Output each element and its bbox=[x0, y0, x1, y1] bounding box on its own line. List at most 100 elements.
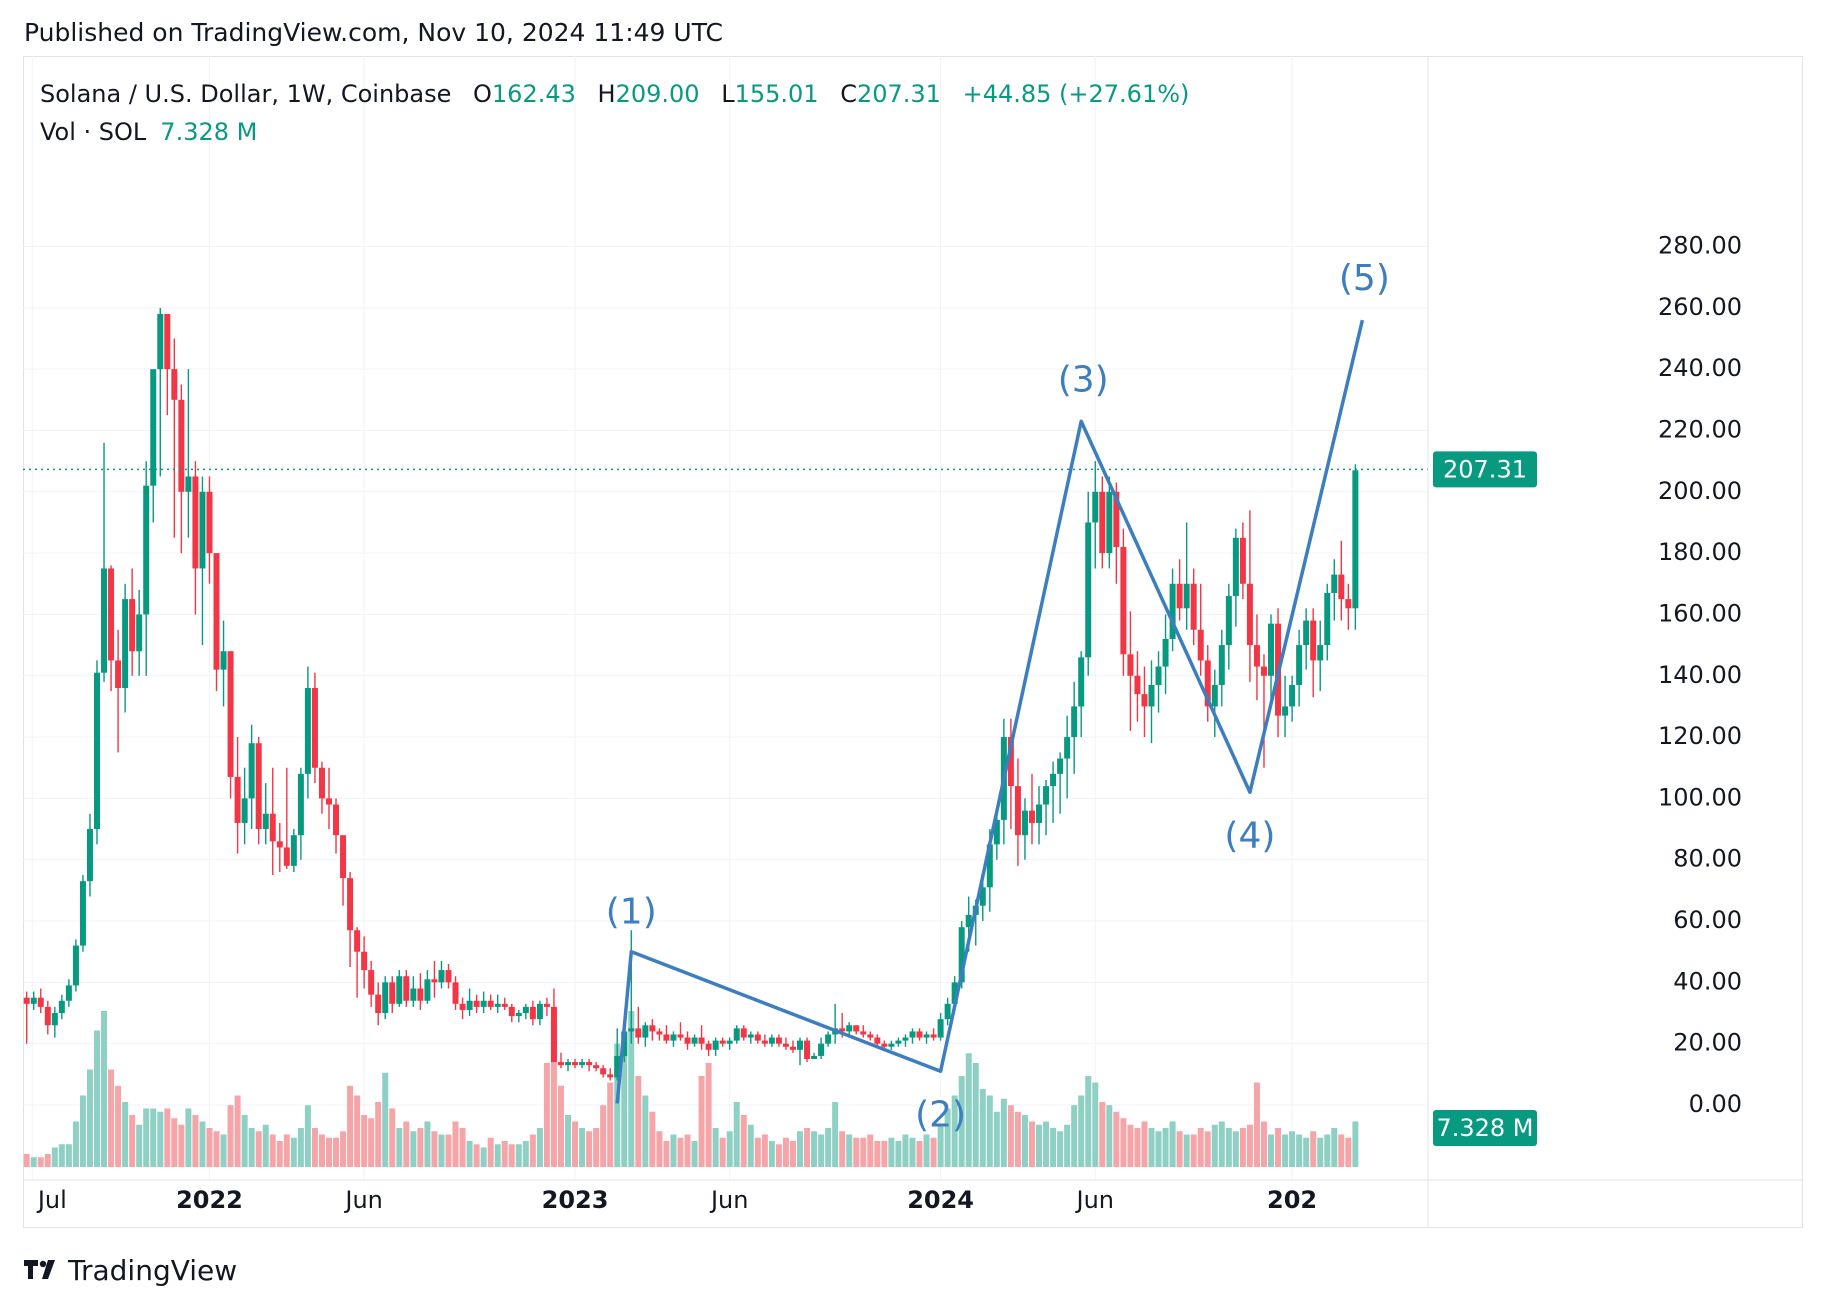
candle-body bbox=[143, 485, 150, 615]
candle-body bbox=[115, 660, 122, 689]
volume-bar bbox=[1331, 1128, 1338, 1167]
candle bbox=[663, 1025, 670, 1044]
volume-bar bbox=[199, 1121, 206, 1167]
candle-body bbox=[108, 568, 115, 661]
volume-bar bbox=[1148, 1128, 1155, 1167]
candle bbox=[909, 1028, 916, 1044]
candle-body bbox=[1296, 645, 1303, 685]
volume-bar bbox=[677, 1137, 684, 1167]
candle-body bbox=[916, 1031, 923, 1038]
candle-body bbox=[480, 1000, 487, 1007]
volume-bar bbox=[593, 1128, 600, 1167]
volume-bar bbox=[1204, 1131, 1211, 1167]
candle bbox=[804, 1037, 811, 1063]
candle bbox=[431, 960, 438, 998]
volume-bar bbox=[951, 1095, 958, 1167]
candle bbox=[1296, 629, 1303, 707]
volume-label[interactable]: Vol · SOL bbox=[40, 118, 147, 146]
candle bbox=[1036, 786, 1043, 845]
volume-bar bbox=[944, 1108, 951, 1167]
time-axis[interactable]: Jul 2022 Jun 2023 Jun 2024 Jun 202 bbox=[23, 1179, 1803, 1214]
candle bbox=[30, 991, 37, 1010]
candle-body bbox=[185, 476, 192, 492]
volume-bar bbox=[473, 1144, 480, 1167]
candle-body bbox=[199, 491, 206, 569]
volume-bar bbox=[86, 1069, 93, 1167]
candle bbox=[719, 1037, 726, 1047]
price-tick-label: 200.00 bbox=[1658, 477, 1742, 505]
candle bbox=[403, 970, 410, 1007]
candle-body bbox=[241, 798, 248, 823]
volume-bar bbox=[740, 1115, 747, 1167]
candle bbox=[656, 1028, 663, 1041]
volume-bar bbox=[839, 1131, 846, 1167]
volume-bar bbox=[888, 1137, 895, 1167]
candle bbox=[333, 798, 340, 854]
volume-bar bbox=[438, 1134, 445, 1167]
candle bbox=[241, 767, 248, 845]
price-axis[interactable]: 280.00 260.00 240.00 220.00 200.00 180.00 160.… bbox=[1427, 56, 1742, 1228]
time-tick-label: 2023 bbox=[542, 1186, 609, 1214]
candle bbox=[712, 1037, 719, 1056]
price-tick-label: 0.00 bbox=[1689, 1090, 1742, 1118]
candle bbox=[768, 1034, 775, 1047]
candle-body bbox=[382, 982, 389, 1014]
candle-body bbox=[248, 743, 255, 799]
volume-bar bbox=[958, 1076, 965, 1167]
candle-body bbox=[508, 1006, 515, 1017]
candle bbox=[297, 767, 304, 860]
candle-body bbox=[1148, 684, 1155, 707]
candle bbox=[818, 1037, 825, 1060]
candle-body bbox=[642, 1025, 649, 1038]
volume-bar bbox=[382, 1072, 389, 1167]
candle-body bbox=[1268, 623, 1275, 676]
symbol-title[interactable]: Solana / U.S. Dollar, 1W, Coinbase bbox=[40, 80, 452, 108]
volume-bar bbox=[846, 1134, 853, 1167]
candle-body bbox=[396, 976, 403, 1004]
candle bbox=[1176, 559, 1183, 621]
volume-bar bbox=[1092, 1082, 1099, 1167]
candle bbox=[157, 307, 164, 477]
candle bbox=[902, 1034, 909, 1047]
candle-body bbox=[593, 1065, 600, 1069]
candle bbox=[1310, 608, 1317, 698]
candle bbox=[473, 994, 480, 1014]
price-tick-label: 80.00 bbox=[1673, 845, 1742, 873]
candle bbox=[1282, 675, 1289, 738]
candle bbox=[1197, 583, 1204, 676]
volume-bar bbox=[628, 1011, 635, 1167]
candle-body bbox=[150, 369, 157, 486]
candle bbox=[937, 1013, 944, 1041]
volume-bar bbox=[178, 1124, 185, 1167]
volume-bar bbox=[649, 1111, 656, 1167]
candle-body bbox=[1120, 546, 1127, 655]
time-tick-label: 2022 bbox=[176, 1186, 243, 1214]
tradingview-logo[interactable]: TradingView bbox=[24, 1254, 237, 1287]
candle bbox=[1317, 620, 1324, 692]
candle-body bbox=[902, 1037, 909, 1041]
candle bbox=[705, 1040, 712, 1056]
candle-body bbox=[726, 1040, 733, 1044]
candle bbox=[290, 829, 297, 872]
candle bbox=[164, 313, 171, 416]
candle bbox=[494, 994, 501, 1014]
volume-bar bbox=[94, 1030, 100, 1167]
candle-body bbox=[536, 1003, 543, 1020]
candle bbox=[227, 651, 234, 799]
candle bbox=[255, 737, 262, 845]
volume-bar bbox=[986, 1095, 993, 1167]
candle-body bbox=[1028, 810, 1035, 823]
candle-body bbox=[354, 930, 361, 952]
candle bbox=[340, 835, 347, 906]
volume-bar bbox=[698, 1076, 705, 1167]
candle-body bbox=[410, 988, 417, 1001]
candle bbox=[579, 1059, 586, 1069]
volume-bar bbox=[1000, 1098, 1007, 1167]
volume-bar bbox=[1296, 1134, 1303, 1167]
candle bbox=[1211, 669, 1218, 738]
volume-bar bbox=[1127, 1124, 1134, 1167]
candle bbox=[747, 1031, 754, 1044]
candle-body bbox=[1071, 706, 1078, 738]
candle-body bbox=[979, 887, 986, 906]
